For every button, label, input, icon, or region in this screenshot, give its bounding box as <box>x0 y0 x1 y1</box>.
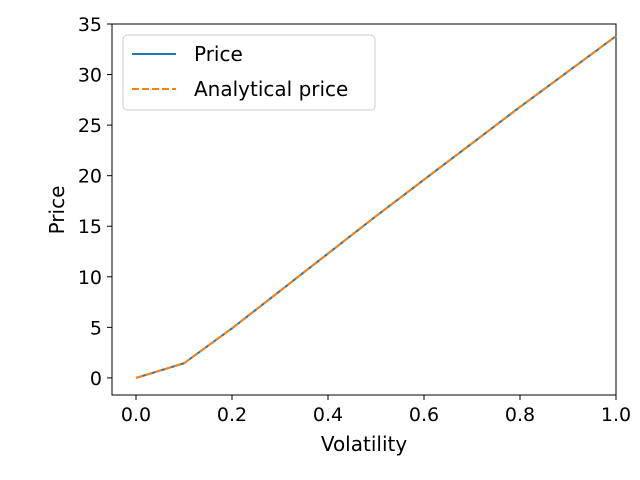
y-axis-label: Price <box>45 186 69 235</box>
y-tick-label: 15 <box>78 216 102 238</box>
legend: Price Analytical price <box>122 34 376 111</box>
x-tick-label: 0.4 <box>313 404 343 426</box>
y-tick-label: 30 <box>78 65 102 87</box>
y-tick-label: 25 <box>78 115 102 137</box>
legend-box <box>122 34 376 111</box>
y-axis-ticks: 0 5 10 15 20 25 30 35 <box>78 14 112 390</box>
y-tick-label: 10 <box>78 267 102 289</box>
x-tick-label: 0.0 <box>121 404 151 426</box>
x-tick-label: 1.0 <box>601 404 631 426</box>
x-tick-label: 0.2 <box>217 404 247 426</box>
x-tick-label: 0.6 <box>409 404 439 426</box>
x-axis-ticks: 0.0 0.2 0.4 0.6 0.8 1.0 <box>121 395 631 426</box>
legend-label-analytical-price: Analytical price <box>194 77 348 101</box>
y-tick-label: 0 <box>90 368 102 390</box>
y-tick-label: 35 <box>78 14 102 36</box>
y-tick-label: 20 <box>78 166 102 188</box>
y-tick-label: 5 <box>90 317 102 339</box>
series-layer <box>135 35 617 379</box>
legend-label-price: Price <box>194 42 243 66</box>
x-tick-label: 0.8 <box>505 404 535 426</box>
series-line-analytical-price <box>135 35 617 379</box>
x-axis-label: Volatility <box>321 432 408 456</box>
